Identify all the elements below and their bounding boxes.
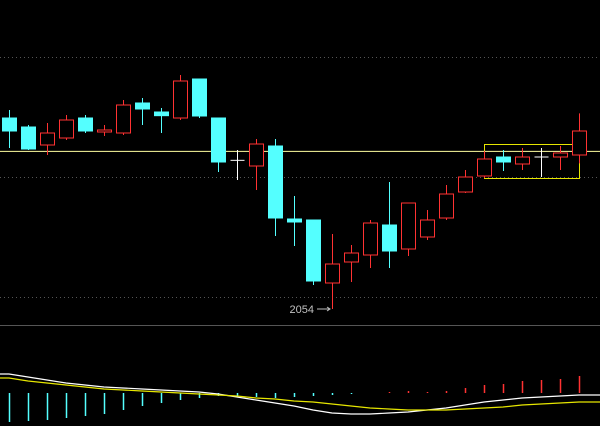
candle-body [21, 126, 36, 150]
candle-body [173, 80, 188, 119]
macd-line [0, 373, 600, 415]
candle-body [572, 130, 587, 156]
candle-body [287, 218, 302, 223]
candle-body [344, 252, 359, 263]
macd-line [0, 377, 600, 411]
candle-body [306, 219, 321, 282]
candle-body [116, 104, 131, 134]
candle-body [496, 156, 511, 163]
candle-body [135, 102, 150, 110]
candle-body [268, 145, 283, 219]
candle-body [420, 219, 435, 238]
candle-body [78, 117, 93, 132]
candle-body [211, 117, 226, 163]
candle-body [325, 263, 340, 284]
candle-body [40, 132, 55, 146]
low-label: 2054 [290, 304, 314, 316]
candle-body [154, 111, 169, 117]
candle-body [249, 143, 264, 167]
candle-body [363, 222, 378, 256]
candle-body [401, 202, 416, 250]
candle-body [458, 176, 473, 193]
candle-body [439, 193, 454, 219]
candle-body [515, 156, 530, 165]
candle-body [192, 78, 207, 117]
candle-body [2, 117, 17, 132]
annotation-arrowhead [326, 306, 331, 312]
candle-body [477, 158, 492, 177]
candle-body [553, 152, 568, 158]
candle-body [382, 224, 397, 252]
candle-body [97, 129, 112, 133]
candle-body [59, 119, 74, 139]
